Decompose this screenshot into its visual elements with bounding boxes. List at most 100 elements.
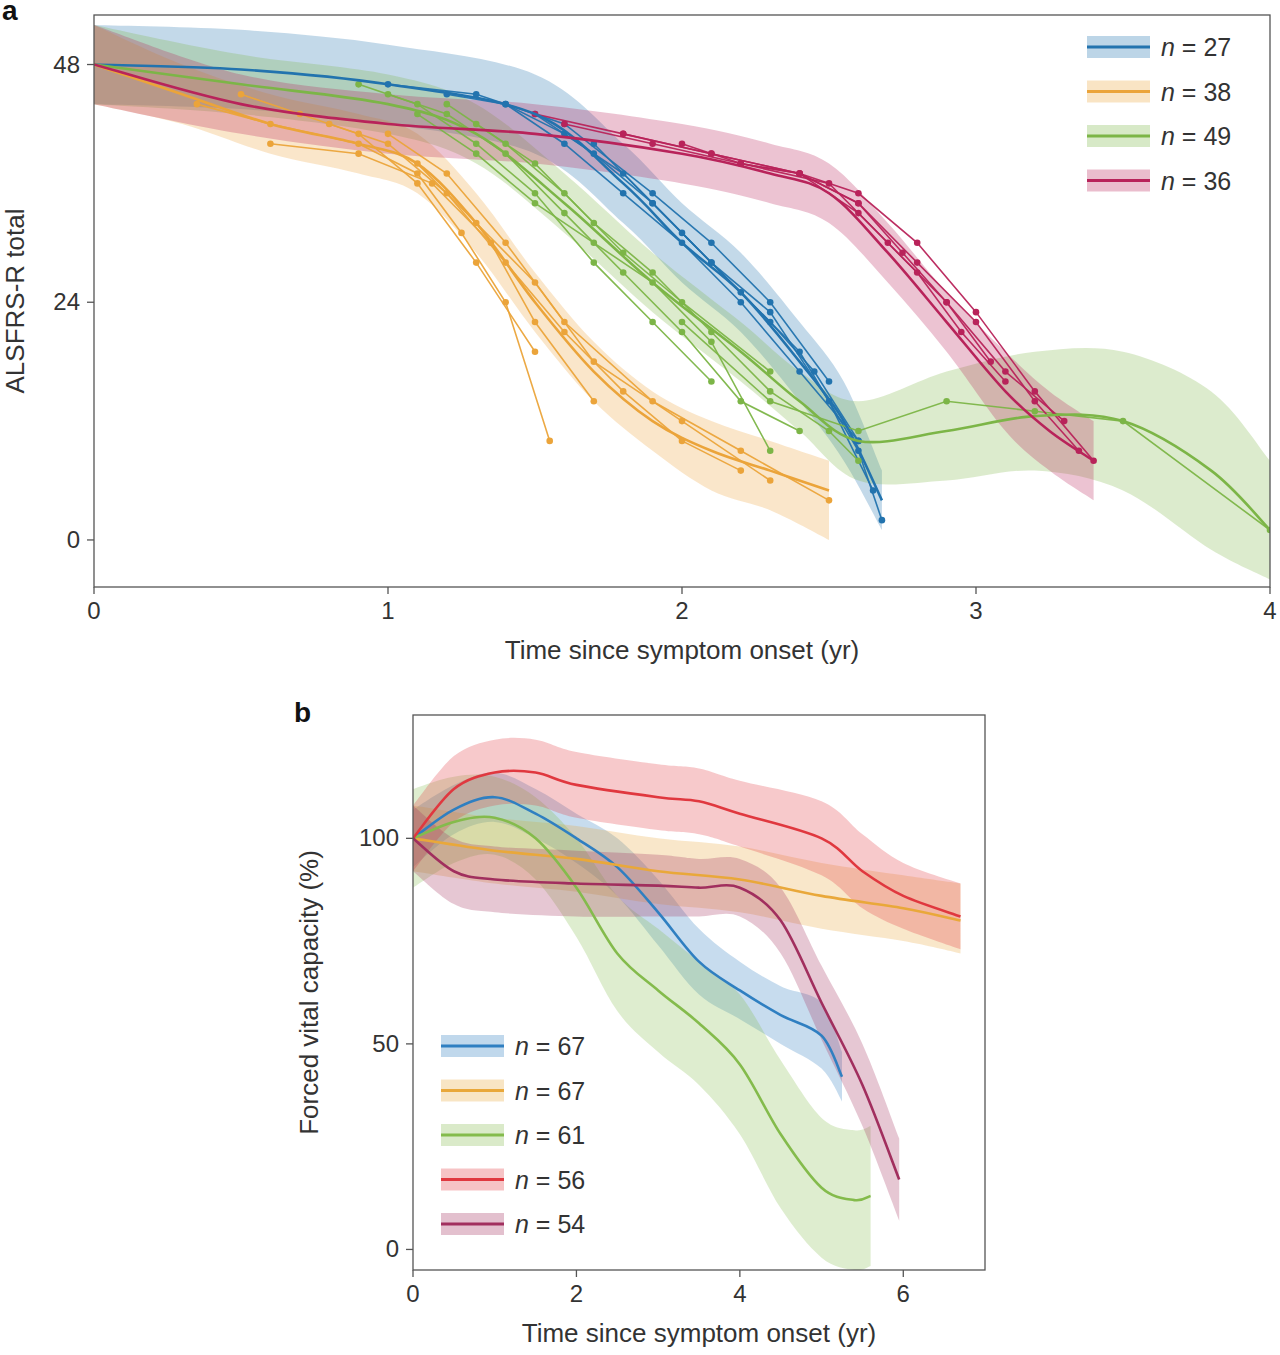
x-tick	[93, 587, 94, 594]
patient-point	[796, 170, 803, 177]
patient-point	[532, 319, 539, 326]
patient-point	[796, 428, 803, 435]
patient-point	[767, 388, 774, 395]
legend-label: n = 54	[515, 1210, 585, 1238]
legend-swatch	[1087, 36, 1150, 58]
patient-point	[826, 378, 833, 385]
patient-point	[238, 91, 245, 98]
legend-label: n = 49	[1161, 122, 1231, 150]
x-tick-label: 0	[406, 1280, 419, 1307]
x-tick	[576, 1270, 577, 1277]
patient-point	[855, 428, 862, 435]
patient-point	[738, 448, 745, 455]
patient-point	[973, 319, 980, 326]
legend-line	[1087, 179, 1150, 182]
x-tick-label: 0	[87, 597, 100, 624]
patient-point	[767, 398, 774, 405]
legend-label: n = 67	[515, 1077, 585, 1105]
x-tick-label: 3	[969, 597, 982, 624]
patient-point	[649, 190, 656, 197]
patient-point	[532, 279, 539, 286]
legend-label: n = 36	[1161, 167, 1231, 195]
legend-line	[441, 1178, 504, 1181]
mean-curve	[413, 797, 842, 1077]
patient-line	[197, 104, 550, 441]
y-tick	[406, 1249, 413, 1250]
patient-point	[194, 101, 201, 108]
patient-point	[649, 319, 656, 326]
patient-point	[385, 140, 392, 147]
mean-curve	[413, 771, 960, 917]
patient-point	[649, 200, 656, 207]
legend-line	[1087, 46, 1150, 49]
y-tick	[406, 838, 413, 839]
patient-point	[502, 140, 509, 147]
legend-label: n = 67	[515, 1032, 585, 1060]
panel-label: a	[2, 0, 18, 26]
x-tick-label: 4	[1263, 597, 1276, 624]
y-tick	[87, 302, 94, 303]
legend: n = 27n = 38n = 49n = 36	[1087, 33, 1231, 195]
y-tick-label: 0	[67, 526, 80, 553]
x-tick-label: 6	[897, 1280, 910, 1307]
x-tick	[1269, 587, 1270, 594]
panel-label: b	[294, 697, 311, 728]
patient-point	[620, 131, 627, 138]
patient-point	[267, 140, 274, 147]
patient-point	[591, 240, 598, 247]
patient-line	[241, 94, 535, 352]
x-axis-label: Time since symptom onset (yr)	[522, 1318, 876, 1348]
patient-line	[535, 114, 858, 441]
patient-point	[943, 398, 950, 405]
patient-point	[899, 249, 906, 256]
patient-point	[561, 190, 568, 197]
patient-point	[532, 190, 539, 197]
confidence-band	[94, 25, 1094, 500]
y-tick-label: 50	[372, 1030, 399, 1057]
x-tick-label: 2	[675, 597, 688, 624]
y-axis-label: Forced vital capacity (%)	[294, 850, 324, 1135]
patient-point	[879, 517, 886, 524]
patient-point	[620, 388, 627, 395]
patient-point	[532, 348, 539, 355]
patient-point	[914, 259, 921, 266]
mean-curve	[94, 65, 1270, 531]
patient-point	[458, 230, 465, 237]
confidence-band	[94, 25, 1270, 580]
patient-point	[620, 190, 627, 197]
patient-point	[914, 240, 921, 247]
patient-point	[855, 210, 862, 217]
patient-point	[444, 101, 451, 108]
patient-point	[473, 140, 480, 147]
legend-line	[1087, 135, 1150, 138]
x-tick	[903, 1270, 904, 1277]
patient-point	[855, 200, 862, 207]
patient-point	[502, 299, 509, 306]
patient-point	[532, 200, 539, 207]
x-tick	[387, 587, 388, 594]
patient-point	[591, 398, 598, 405]
patient-line	[741, 164, 1079, 451]
plot-area	[413, 738, 960, 1270]
patient-line	[388, 94, 800, 431]
patient-line	[417, 164, 770, 481]
patient-point	[620, 131, 627, 138]
x-tick-label: 2	[570, 1280, 583, 1307]
patient-point	[855, 190, 862, 197]
patient-point	[943, 299, 950, 306]
patient-point	[708, 378, 715, 385]
patient-point	[708, 339, 715, 346]
patient-point	[708, 240, 715, 247]
y-tick	[406, 1043, 413, 1044]
patient-point	[738, 467, 745, 474]
patient-point	[385, 131, 392, 138]
x-axis-label: Time since symptom onset (yr)	[505, 635, 859, 665]
confidence-band	[413, 805, 899, 1220]
patient-point	[679, 418, 686, 425]
legend-swatch	[441, 1035, 504, 1057]
mean-curve	[413, 838, 899, 1179]
patient-line	[682, 144, 1094, 461]
patient-point	[1032, 388, 1039, 395]
y-tick	[87, 64, 94, 65]
plot-area	[94, 25, 1270, 580]
